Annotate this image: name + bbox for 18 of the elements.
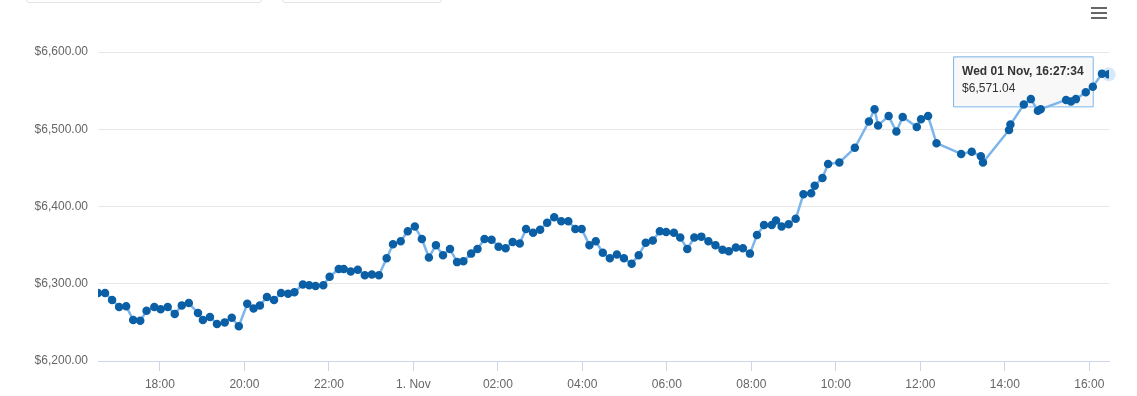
y-tick-label: $6,400.00 [34,198,89,213]
y-tick-label: $6,600.00 [34,44,89,59]
x-tick-label: 1. Nov [396,376,431,391]
x-tick-label: 16:00 [1074,376,1105,391]
x-tick-label: 06:00 [651,376,683,391]
x-tick-label: 14:00 [989,376,1021,391]
x-tick-label: 02:00 [482,376,514,391]
y-tick-label: $6,200.00 [34,353,89,368]
x-tick-label: 22:00 [313,376,345,391]
annotation: Wed 01 Nov, 16:27:34 $6,571.04 [962,63,1085,95]
x-tick-label: 08:00 [736,376,767,391]
y-tick-label: $6,300.00 [34,276,89,291]
x-tick-label: 20:00 [229,376,260,391]
y-tick-label: $6,500.00 [34,121,89,136]
x-tick-label: 12:00 [905,376,936,391]
x-tick-label: 10:00 [820,376,852,391]
x-tick-label: 18:00 [144,376,176,391]
x-tick-label: 04:00 [567,376,598,391]
